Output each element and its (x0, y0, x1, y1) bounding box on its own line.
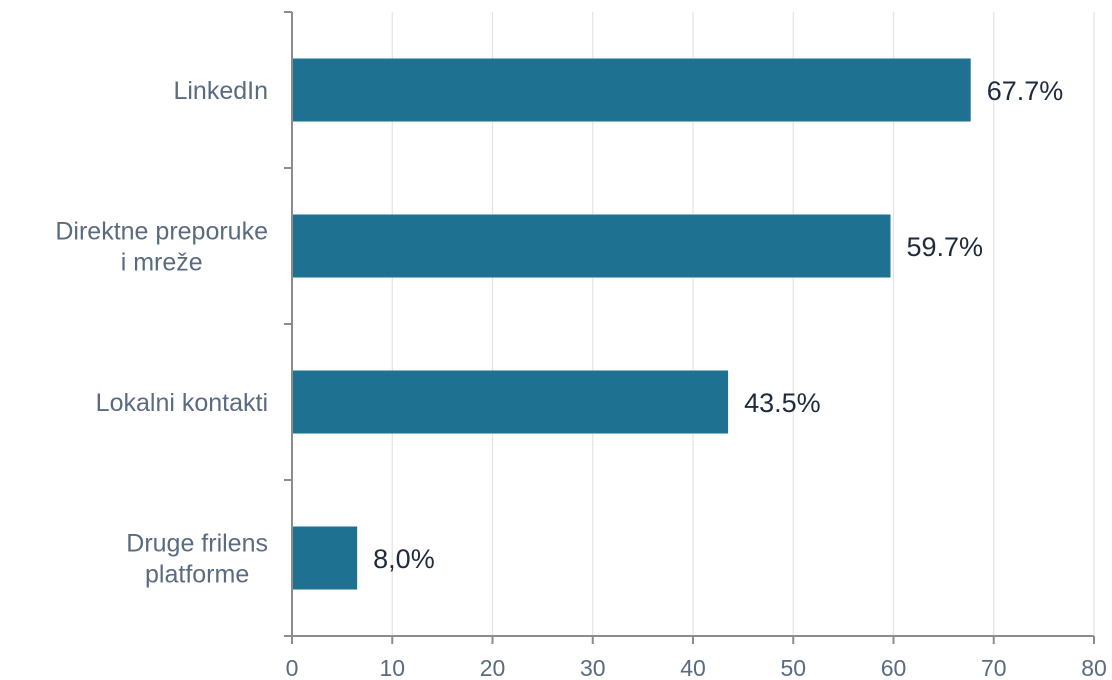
x-tick-label-50: 50 (780, 655, 806, 680)
x-tick-label-40: 40 (680, 655, 706, 680)
data-label-2: 43.5% (744, 388, 821, 418)
bar-3 (293, 526, 358, 590)
category-label-0-0: LinkedIn (173, 77, 268, 105)
category-label-1-1: i mreže (121, 249, 203, 277)
data-label-1: 59.7% (906, 232, 983, 262)
axes (284, 11, 1095, 644)
bars (293, 58, 971, 590)
x-tick-label-30: 30 (580, 655, 606, 680)
x-tick-label-60: 60 (881, 655, 907, 680)
x-tick-label-80: 80 (1081, 655, 1107, 680)
x-tick-label-0: 0 (286, 655, 299, 680)
x-tick-label-20: 20 (480, 655, 506, 680)
data-label-0: 67.7% (987, 76, 1064, 106)
labels: 0 10 20 30 40 50 60 70 80 LinkedIn 67.7% Direktne p… (55, 76, 1106, 680)
category-label-3-0: Druge frilens (126, 530, 268, 558)
x-tick-label-70: 70 (981, 655, 1007, 680)
category-label-1-0: Direktne preporuke (55, 218, 268, 246)
bar-1 (293, 214, 891, 278)
category-label-3-1: platforme (145, 561, 249, 589)
data-label-3: 8,0% (373, 544, 435, 574)
bar-0 (293, 58, 971, 122)
bar-2 (293, 370, 729, 434)
category-label-2-0: Lokalni kontakti (96, 389, 268, 417)
x-tick-label-10: 10 (379, 655, 405, 680)
